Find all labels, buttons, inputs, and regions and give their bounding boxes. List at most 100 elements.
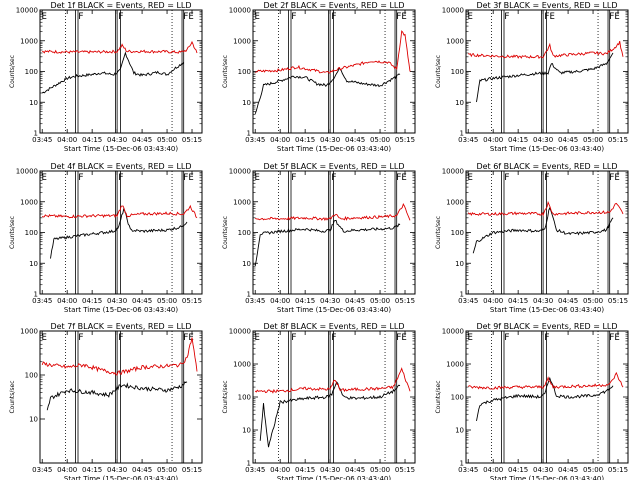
x-tick-label: 04:45	[345, 466, 365, 474]
x-tick-label: 04:30	[533, 297, 553, 305]
series-line-lld	[467, 40, 624, 60]
y-axis-label: Counts/sec	[222, 216, 229, 249]
y-tick-label: 10	[455, 427, 464, 435]
y-tick-label: 1000	[233, 198, 251, 206]
y-tick-label: 10000	[229, 328, 251, 336]
flag-label: F	[331, 12, 336, 22]
x-tick-label: 05:15	[395, 297, 415, 305]
x-tick-label: 04:45	[345, 297, 365, 305]
flag-label: FE	[609, 12, 620, 22]
flag-label: F	[544, 333, 549, 343]
x-tick-label: 04:00	[57, 136, 77, 144]
y-tick-label: 10	[455, 260, 464, 268]
series-line-lld	[41, 204, 198, 219]
y-axis-label: Counts/sec	[9, 380, 16, 413]
flag-label: E	[468, 173, 473, 183]
series-line-events	[259, 381, 401, 448]
y-tick-label: 1000	[20, 37, 38, 45]
x-tick-label: 04:45	[558, 297, 578, 305]
series-line-lld	[42, 40, 198, 54]
x-tick-label: 04:15	[82, 136, 102, 144]
y-tick-label: 10000	[16, 168, 38, 176]
y-tick-label: 1	[34, 291, 38, 299]
x-tick-label: 04:45	[132, 297, 152, 305]
x-tick-label: 04:45	[558, 136, 578, 144]
series-line-lld	[41, 337, 198, 376]
y-tick-label: 10	[242, 427, 251, 435]
flag-label: E	[42, 333, 47, 343]
flag-label: F	[504, 333, 509, 343]
flag-label: FE	[183, 173, 194, 183]
x-tick-label: 05:15	[182, 136, 202, 144]
flag-label: F	[118, 333, 123, 343]
x-tick-label: 05:00	[583, 136, 603, 144]
series-line-events	[476, 52, 614, 103]
y-axis-label: Counts/sec	[9, 216, 16, 249]
flag-label: F	[118, 173, 123, 183]
y-tick-label: 100	[238, 394, 251, 402]
x-axis-label: Start Time (15-Dec-06 03:43:40)	[64, 145, 178, 153]
x-tick-label: 04:00	[270, 136, 290, 144]
x-tick-label: 04:15	[82, 297, 102, 305]
y-tick-label: 1000	[20, 198, 38, 206]
plot-frame	[465, 9, 629, 134]
y-tick-label: 1000	[446, 37, 464, 45]
x-tick-label: 03:45	[32, 297, 52, 305]
x-tick-label: 04:15	[82, 466, 102, 474]
y-tick-label: 10	[242, 260, 251, 268]
x-tick-label: 04:15	[508, 297, 528, 305]
y-axis-label: Counts/sec	[435, 55, 442, 88]
x-tick-label: 04:30	[320, 466, 340, 474]
y-tick-label: 10	[242, 99, 251, 107]
flag-label: E	[468, 12, 473, 22]
y-tick-label: 100	[238, 229, 251, 237]
y-tick-label: 10	[455, 99, 464, 107]
x-tick-label: 03:45	[32, 466, 52, 474]
y-tick-label: 10000	[442, 168, 464, 176]
x-tick-label: 05:15	[182, 466, 202, 474]
panel-title: Det 2f BLACK = Events, RED = LLD	[263, 1, 404, 10]
x-tick-label: 05:00	[583, 466, 603, 474]
x-tick-label: 05:15	[608, 136, 628, 144]
x-tick-label: 04:45	[132, 136, 152, 144]
y-axis-label: Counts/sec	[435, 380, 442, 413]
series-line-events	[46, 381, 188, 411]
y-tick-label: 100	[451, 229, 464, 237]
x-tick-label: 04:30	[107, 466, 127, 474]
y-tick-label: 10	[29, 260, 38, 268]
x-tick-label: 04:00	[270, 466, 290, 474]
x-tick-label: 05:15	[608, 466, 628, 474]
flag-label: F	[291, 12, 296, 22]
y-axis-label: Counts/sec	[435, 216, 442, 249]
series-line-lld	[254, 367, 411, 394]
x-tick-label: 04:00	[57, 466, 77, 474]
y-tick-label: 1	[247, 460, 251, 468]
x-tick-label: 04:30	[533, 466, 553, 474]
series-line-events	[254, 219, 401, 267]
x-tick-label: 04:45	[558, 466, 578, 474]
panel-title: Det 5f BLACK = Events, RED = LLD	[263, 162, 404, 171]
x-tick-label: 04:15	[508, 136, 528, 144]
flag-label: FE	[609, 173, 620, 183]
x-tick-label: 03:45	[245, 297, 265, 305]
series-line-events	[41, 51, 185, 94]
panel-title: Det 4f BLACK = Events, RED = LLD	[50, 162, 191, 171]
y-tick-label: 1000	[446, 198, 464, 206]
y-tick-label: 1000	[233, 37, 251, 45]
flag-label: F	[504, 12, 509, 22]
flag-label: F	[331, 333, 336, 343]
y-axis-label: Counts/sec	[222, 380, 229, 413]
panel-title: Det 7f BLACK = Events, RED = LLD	[50, 322, 191, 331]
x-tick-label: 04:45	[132, 466, 152, 474]
y-tick-label: 1	[247, 130, 251, 138]
panel-title: Det 3f BLACK = Events, RED = LLD	[476, 1, 617, 10]
x-tick-label: 03:45	[32, 136, 52, 144]
series-line-lld	[467, 371, 624, 390]
flag-label: E	[255, 333, 260, 343]
flag-label: F	[78, 333, 83, 343]
x-tick-label: 03:45	[458, 297, 478, 305]
